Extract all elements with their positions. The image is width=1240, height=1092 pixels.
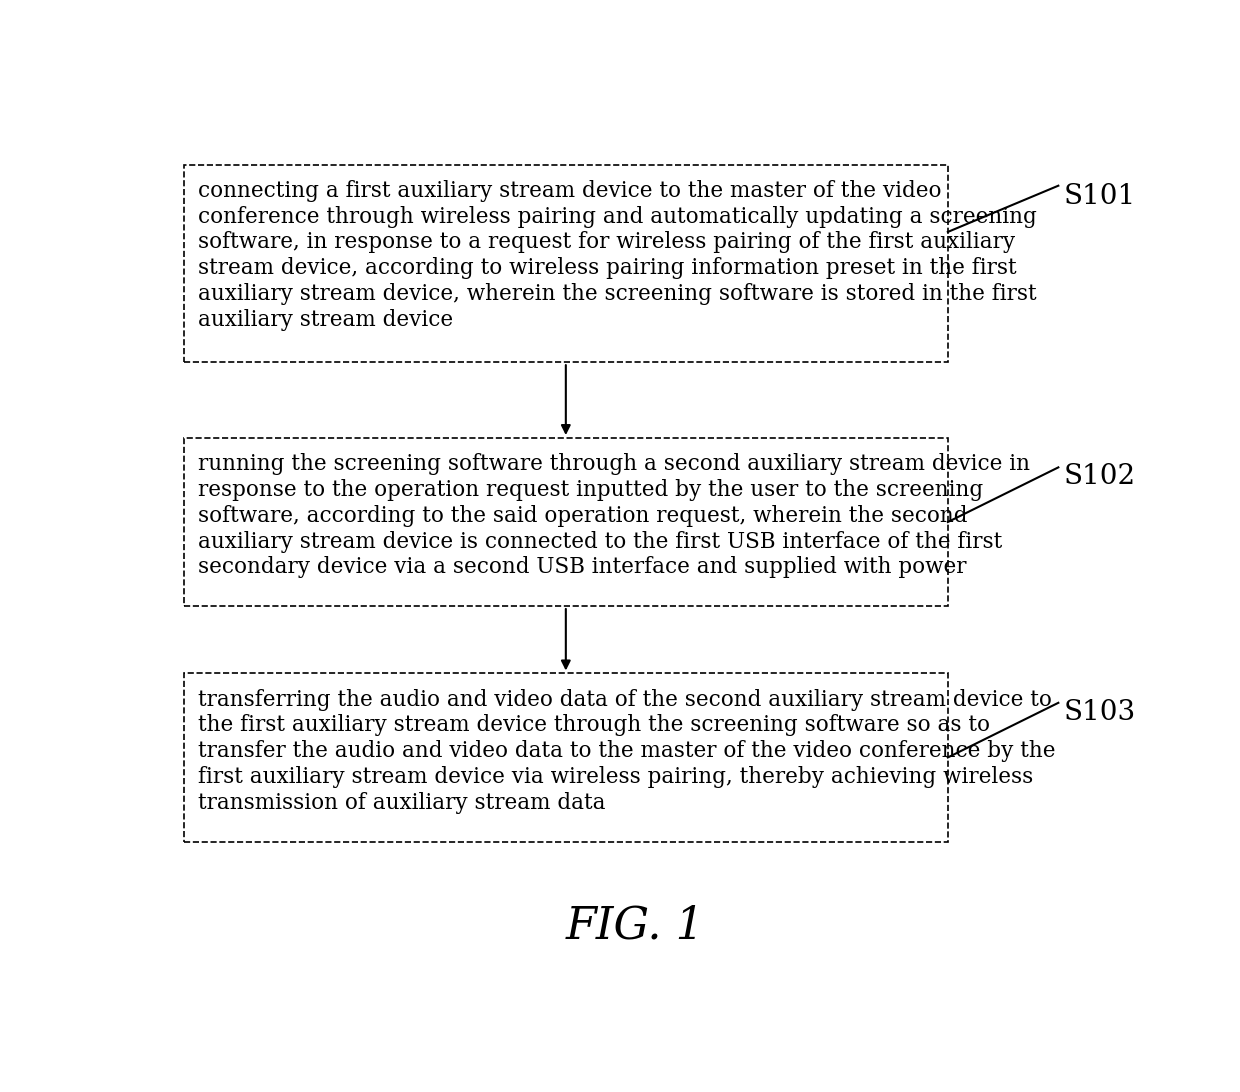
Text: first auxiliary stream device via wireless pairing, thereby achieving wireless: first auxiliary stream device via wirele… (198, 765, 1033, 788)
Text: software, according to the said operation request, wherein the second: software, according to the said operatio… (198, 505, 967, 526)
Text: stream device, according to wireless pairing information preset in the first: stream device, according to wireless pai… (198, 258, 1017, 280)
Text: transferring the audio and video data of the second auxiliary stream device to: transferring the audio and video data of… (198, 689, 1052, 711)
Text: S103: S103 (1063, 699, 1136, 725)
Text: transfer the audio and video data to the master of the video conference by the: transfer the audio and video data to the… (198, 740, 1055, 762)
Text: S102: S102 (1063, 463, 1136, 490)
Text: transmission of auxiliary stream data: transmission of auxiliary stream data (198, 792, 606, 814)
Text: S101: S101 (1063, 183, 1136, 210)
Text: FIG. 1: FIG. 1 (565, 904, 706, 947)
Text: auxiliary stream device, wherein the screening software is stored in the first: auxiliary stream device, wherein the scr… (198, 283, 1037, 305)
Bar (184, 165, 947, 363)
Text: the first auxiliary stream device through the screening software so as to: the first auxiliary stream device throug… (198, 714, 991, 736)
Text: connecting a first auxiliary stream device to the master of the video: connecting a first auxiliary stream devi… (198, 180, 941, 202)
Text: software, in response to a request for wireless pairing of the first auxiliary: software, in response to a request for w… (198, 232, 1016, 253)
Text: secondary device via a second USB interface and supplied with power: secondary device via a second USB interf… (198, 556, 967, 579)
Text: conference through wireless pairing and automatically updating a screening: conference through wireless pairing and … (198, 205, 1037, 227)
Bar (184, 438, 947, 606)
Bar (184, 674, 947, 842)
Text: running the screening software through a second auxiliary stream device in: running the screening software through a… (198, 453, 1030, 475)
Text: auxiliary stream device is connected to the first USB interface of the first: auxiliary stream device is connected to … (198, 531, 1002, 553)
Text: auxiliary stream device: auxiliary stream device (198, 309, 454, 331)
Text: response to the operation request inputted by the user to the screening: response to the operation request inputt… (198, 479, 983, 501)
